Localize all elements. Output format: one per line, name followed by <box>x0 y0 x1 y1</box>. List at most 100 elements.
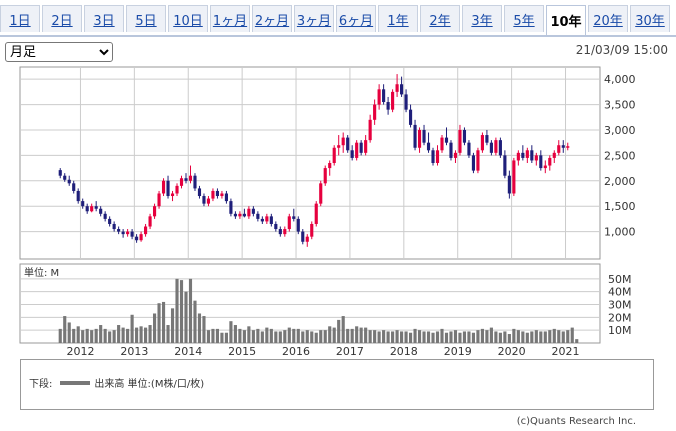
candle-body <box>408 109 413 125</box>
volume-bar <box>440 328 444 343</box>
price-tick-label: 2,500 <box>604 149 636 162</box>
volume-bar <box>157 303 161 343</box>
volume-bar <box>400 331 404 343</box>
volume-bar <box>552 328 556 343</box>
volume-bar <box>485 330 489 343</box>
candle-body <box>301 231 305 242</box>
tab-14[interactable]: 20年 <box>588 5 628 32</box>
candle-body <box>296 218 300 232</box>
volume-bar <box>188 278 193 343</box>
candlesticks <box>58 74 570 247</box>
candle-body <box>332 147 336 163</box>
candle-body <box>135 236 139 241</box>
volume-grid <box>20 278 600 331</box>
tab-13[interactable]: 10年 <box>546 5 586 35</box>
tab-5[interactable]: 1ヶ月 <box>210 5 250 32</box>
volume-bar <box>67 322 71 343</box>
volume-bar <box>391 331 395 343</box>
tab-1[interactable]: 2日 <box>42 5 82 32</box>
tab-15[interactable]: 30年 <box>630 5 670 32</box>
tab-9[interactable]: 1年 <box>378 5 418 32</box>
tab-12[interactable]: 5年 <box>504 5 544 32</box>
volume-bar <box>462 331 467 343</box>
candle-body <box>130 231 134 237</box>
price-tick-label: 4,000 <box>604 73 636 86</box>
candle-body <box>543 165 547 169</box>
tab-4[interactable]: 10日 <box>168 5 208 32</box>
volume-tick-label: 20M <box>608 311 632 324</box>
year-label: 2013 <box>120 345 148 358</box>
volume-bar <box>458 332 462 343</box>
candle-body <box>99 208 103 214</box>
tab-10[interactable]: 2年 <box>420 5 460 32</box>
year-label: 2019 <box>444 345 472 358</box>
candle-body <box>404 94 408 110</box>
candle-body <box>81 201 85 207</box>
candle-body <box>292 216 296 219</box>
candle-body <box>283 229 287 235</box>
volume-bar <box>350 328 354 343</box>
volume-bar <box>130 314 134 343</box>
volume-bar <box>570 327 574 343</box>
volume-bar <box>76 326 80 343</box>
candle-body <box>314 203 318 224</box>
candle-body <box>561 145 565 148</box>
volume-bar <box>332 327 336 343</box>
candle-body <box>152 206 157 217</box>
volume-bar <box>202 316 206 343</box>
volume-bar <box>126 328 130 343</box>
volume-bar <box>539 331 543 343</box>
candle-body <box>202 196 206 204</box>
tab-6[interactable]: 2ヶ月 <box>252 5 292 32</box>
volume-bar <box>85 328 89 343</box>
candle-body <box>364 140 368 153</box>
volume-bar <box>530 331 534 343</box>
volume-bar <box>346 328 350 343</box>
volume-bar <box>301 331 305 343</box>
volume-bar <box>193 300 197 343</box>
year-labels: 2012 2013 2014 2015 2016 2017 2018 2019 2020 2021 <box>66 345 579 358</box>
volume-bar <box>328 326 332 343</box>
volume-bar <box>211 328 215 343</box>
volume-tick-label: 40M <box>608 286 632 299</box>
volume-bar <box>144 327 148 343</box>
tab-0[interactable]: 1日 <box>0 5 40 32</box>
candle-body <box>485 135 489 143</box>
tab-2[interactable]: 3日 <box>84 5 124 32</box>
candle-body <box>453 152 458 158</box>
candle-body <box>319 183 323 204</box>
price-axis: 1,000 1,500 2,000 2,500 3,000 3,500 4,000 <box>604 73 636 238</box>
candle-body <box>462 129 467 143</box>
volume-bar <box>152 313 157 343</box>
candle-body <box>359 142 363 153</box>
volume-bar <box>575 339 579 343</box>
volume-bar <box>355 326 359 343</box>
candle-body <box>274 223 278 230</box>
tab-8[interactable]: 6ヶ月 <box>336 5 376 32</box>
candle-body <box>63 175 67 180</box>
volume-bar <box>256 328 260 343</box>
interval-select[interactable]: 月足 <box>5 42 113 62</box>
candle-body <box>278 229 282 235</box>
tab-11[interactable]: 3年 <box>462 5 502 32</box>
volume-bar <box>310 331 314 343</box>
candle-body <box>341 137 345 146</box>
candle-body <box>368 119 372 141</box>
volume-bar <box>534 330 538 343</box>
tab-7[interactable]: 3ヶ月 <box>294 5 334 32</box>
volume-bar <box>90 330 94 343</box>
volume-bar <box>260 331 264 343</box>
volume-legend-swatch <box>60 380 91 385</box>
volume-bar <box>305 330 309 343</box>
volume-bar <box>341 316 345 343</box>
volume-bar <box>561 331 565 343</box>
candle-body <box>117 229 121 232</box>
tab-3[interactable]: 5日 <box>126 5 166 32</box>
candle-body <box>85 206 89 212</box>
candle-body <box>126 231 130 235</box>
volume-bar <box>494 331 498 343</box>
candle-body <box>382 89 386 103</box>
volume-bar <box>215 328 220 343</box>
volume-unit-label: 単位: M <box>24 266 59 279</box>
